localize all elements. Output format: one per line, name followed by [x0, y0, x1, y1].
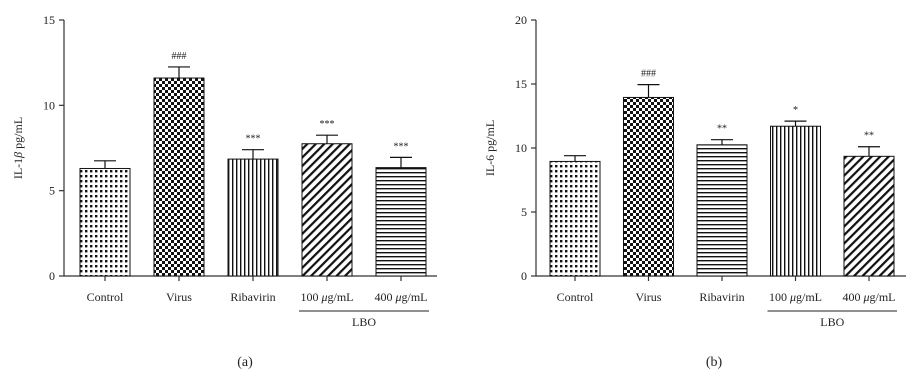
bar-virus	[153, 77, 205, 277]
y-axis-label: IL-6 pg/mL	[483, 120, 497, 176]
x-tick-label: 400 μg/mL	[374, 290, 427, 304]
x-tick-label: Ribavirin	[699, 290, 744, 304]
bar-control	[549, 160, 601, 277]
chart-panel-a: 0 5 10 15 IL-1β pg/mL Control ### Virus *** Ribav…	[11, 13, 437, 370]
chart-panel-b: 0 5 10 15 20 IL-6 pg/mL Control ### Virus ** Ribav…	[483, 13, 906, 370]
x-tick-label: Control	[557, 290, 594, 304]
y-axis-label: IL-1β pg/mL	[11, 117, 25, 179]
y-tick-label: 20	[515, 13, 527, 27]
panel-label: (b)	[706, 355, 723, 370]
x-tick-label: Virus	[166, 290, 192, 304]
y-tick-label: 10	[43, 98, 55, 112]
significance-label: ###	[641, 69, 656, 80]
significance-label: *	[793, 105, 798, 116]
significance-label: ***	[320, 119, 335, 130]
group-label: LBO	[352, 315, 376, 329]
bar-400-g-ml	[843, 155, 895, 277]
significance-label: ***	[246, 134, 261, 145]
y-tick-label: 0	[521, 269, 527, 283]
x-tick-label: 100 μg/mL	[769, 290, 822, 304]
significance-label: **	[717, 124, 727, 135]
significance-label: **	[864, 131, 874, 142]
x-tick-label: Control	[87, 290, 124, 304]
x-tick-label: 100 μg/mL	[300, 290, 353, 304]
bar-400-g-ml	[375, 167, 427, 277]
panel-label: (a)	[237, 355, 253, 370]
bar-100-g-ml	[301, 143, 353, 277]
y-tick-label: 5	[521, 205, 527, 219]
bar-100-g-ml	[770, 125, 821, 277]
group-label: LBO	[820, 315, 844, 329]
y-tick-label: 15	[515, 77, 527, 91]
significance-label: ***	[394, 141, 409, 152]
y-tick-label: 10	[515, 141, 527, 155]
y-tick-label: 5	[49, 184, 55, 198]
bar-ribavirin	[227, 158, 279, 277]
bar-control	[79, 167, 131, 277]
x-tick-label: Ribavirin	[230, 290, 275, 304]
bar-virus	[623, 96, 674, 277]
x-tick-label: Virus	[636, 290, 662, 304]
y-tick-label: 15	[43, 13, 55, 27]
significance-label: ###	[172, 51, 187, 62]
x-tick-label: 400 μg/mL	[842, 290, 895, 304]
bar-ribavirin	[696, 144, 748, 277]
y-tick-label: 0	[49, 269, 55, 283]
